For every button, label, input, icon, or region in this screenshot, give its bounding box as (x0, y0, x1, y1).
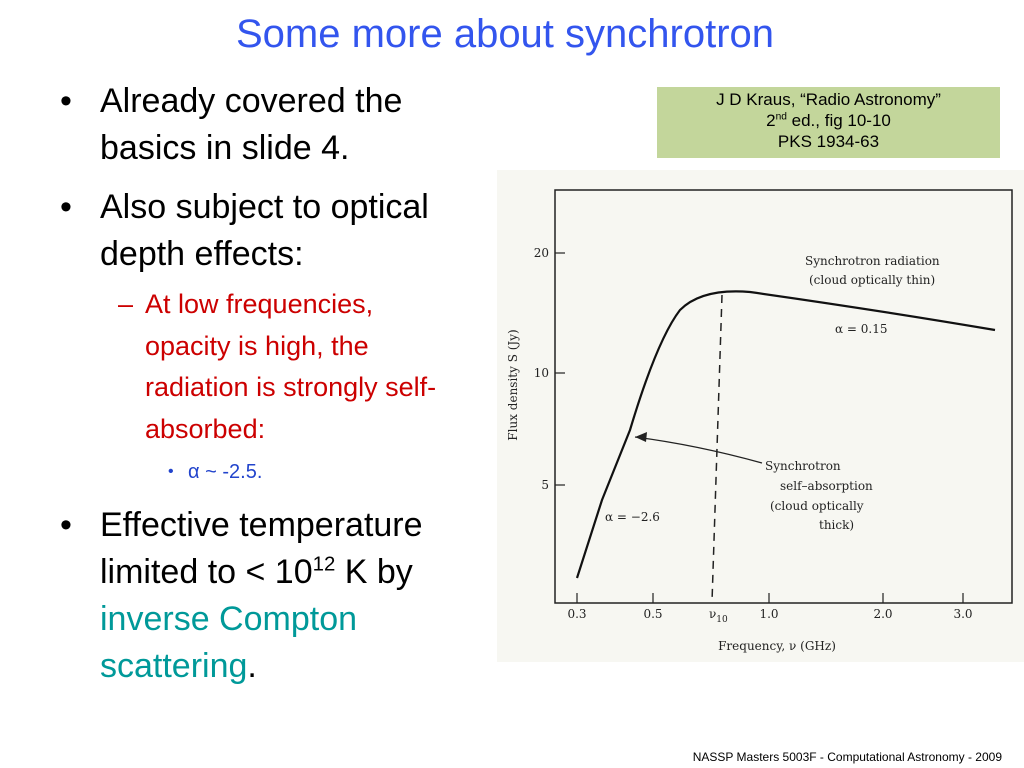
highlight: inverse Compton scattering (100, 600, 358, 685)
x-marker: ν10 (709, 607, 728, 625)
subscript: 10 (716, 615, 728, 625)
bullet: • (60, 82, 72, 120)
x-tick-label: 0.3 (567, 607, 586, 621)
x-tick-label: 3.0 (953, 607, 972, 621)
figure: 20 10 5 0.3 0.5 1.0 2.0 3.0 ν10 Frequenc… (497, 170, 1024, 662)
annotation: Synchrotron (765, 459, 841, 473)
footer: NASSP Masters 5003F - Computational Astr… (692, 750, 1002, 764)
y-axis-label: Flux density S (Jy) (506, 329, 520, 440)
nu10-line (711, 294, 723, 603)
spectrum-curve (575, 290, 996, 579)
text: Effective temperature limited to < 10 (100, 506, 423, 591)
annotation: α = −2.6 (605, 510, 660, 524)
y-tick-label: 10 (534, 366, 549, 380)
annotation: (cloud optically thin) (809, 273, 935, 287)
annotation: self–absorption (780, 479, 873, 493)
annotation: thick) (819, 518, 854, 532)
y-tick-label: 5 (541, 478, 549, 492)
text: . (247, 647, 257, 685)
arrow (634, 436, 763, 464)
x-axis-label: Frequency, ν (GHz) (718, 639, 836, 653)
bullet: • (60, 188, 72, 226)
superscript: nd (775, 111, 787, 123)
bullet-text: Effective temperature limited to < 1012 … (100, 502, 485, 690)
text: ed., fig 10-10 (786, 111, 891, 130)
plot-frame (554, 189, 1013, 604)
superscript: 12 (312, 553, 336, 576)
text: K by (335, 553, 413, 591)
symbol: ν (709, 607, 716, 621)
citation-line: J D Kraus, “Radio Astronomy” (716, 90, 941, 109)
bullet-text: Already covered the basics in slide 4. (100, 82, 403, 167)
slide-title: Some more about synchrotron (235, 12, 775, 56)
citation-line: 2nd ed., fig 10-10 (657, 110, 1000, 131)
figure-background (497, 170, 1024, 662)
bullet: • (168, 463, 174, 480)
annotation: (cloud optically (770, 499, 864, 513)
bullet: • (60, 506, 72, 544)
bullet-text: Also subject to optical depth effects: (100, 188, 429, 273)
annotation: Synchrotron radiation (805, 254, 940, 268)
x-tick-label: 2.0 (873, 607, 892, 621)
sub-bullet-text: At low frequencies, opacity is high, the… (145, 289, 437, 444)
citation-line: PKS 1934-63 (777, 132, 880, 151)
citation: J D Kraus, “Radio Astronomy” 2nd ed., fi… (657, 87, 1000, 158)
x-tick-label: 0.5 (643, 607, 662, 621)
x-tick-label: 1.0 (759, 607, 778, 621)
sub-sub-bullet-text: α ~ -2.5. (188, 461, 263, 483)
annotation: α = 0.15 (835, 322, 888, 336)
y-tick-label: 20 (534, 246, 549, 260)
dash: – (118, 289, 134, 319)
text: 2 (766, 111, 776, 130)
arrowhead (635, 432, 647, 442)
ticks (555, 252, 964, 603)
